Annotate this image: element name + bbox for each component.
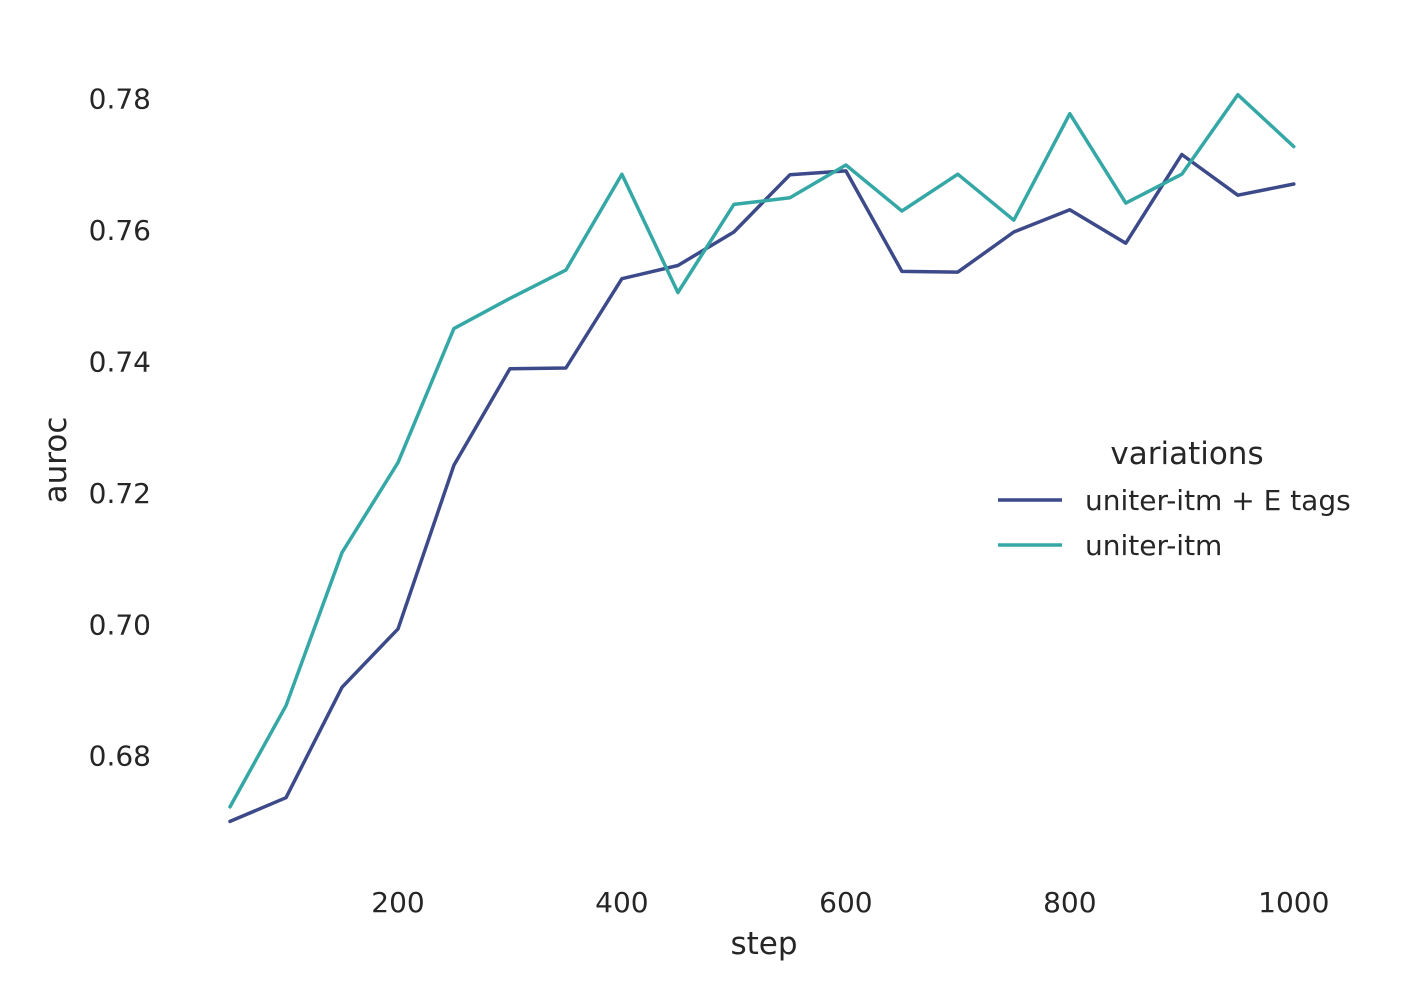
legend: variations uniter-itm + E tags uniter-it… xyxy=(998,436,1351,562)
series-line-uniter-itm xyxy=(228,92,1296,809)
plot-lines xyxy=(228,92,1296,824)
x-axis-label: step xyxy=(730,926,797,962)
legend-title: variations xyxy=(1110,436,1263,472)
y-axis-ticks: 0.68 0.70 0.72 0.74 0.76 0.78 xyxy=(89,83,151,773)
y-tick-label: 0.70 xyxy=(89,608,151,641)
y-tick-label: 0.78 xyxy=(89,83,151,116)
x-tick-label: 200 xyxy=(371,886,424,919)
legend-label-uniter-itm: uniter-itm xyxy=(1085,529,1222,562)
x-tick-label: 400 xyxy=(595,886,648,919)
y-tick-label: 0.74 xyxy=(89,345,151,378)
y-tick-label: 0.72 xyxy=(89,477,151,510)
x-tick-label: 1000 xyxy=(1258,886,1329,919)
y-tick-label: 0.68 xyxy=(89,740,151,773)
x-tick-label: 800 xyxy=(1043,886,1096,919)
y-axis-label: auroc xyxy=(38,417,74,504)
y-tick-label: 0.76 xyxy=(89,214,151,247)
legend-label-uniter-itm-e-tags: uniter-itm + E tags xyxy=(1085,484,1351,517)
x-axis-ticks: 200 400 600 800 1000 xyxy=(371,886,1329,919)
x-tick-label: 600 xyxy=(819,886,872,919)
series-line-uniter-itm-e-tags xyxy=(228,152,1296,824)
